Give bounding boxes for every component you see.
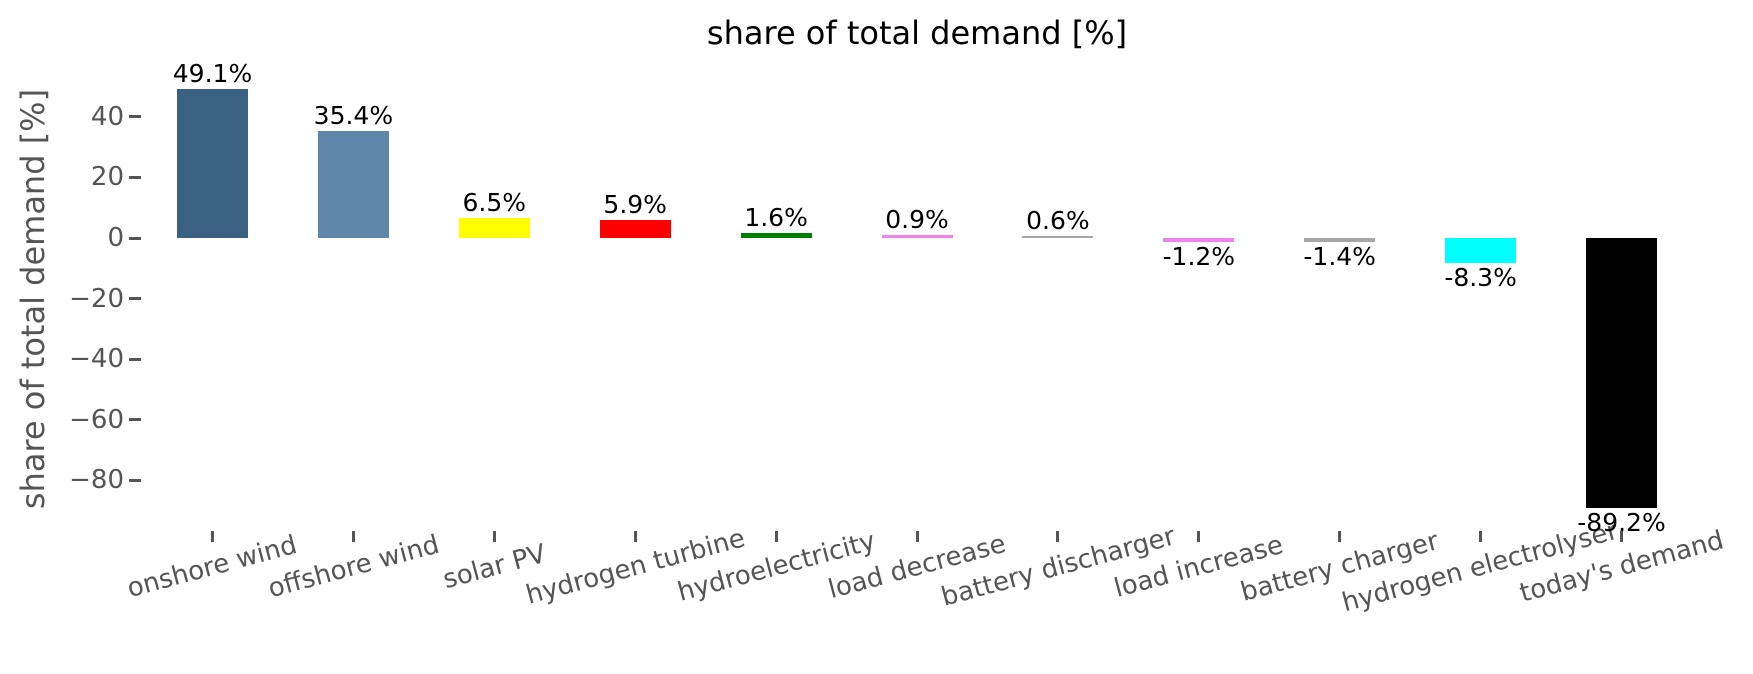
y-tick-mark: [129, 115, 141, 119]
bar-offshore-wind: [317, 130, 389, 238]
x-tick-mark: [915, 531, 919, 542]
bar-battery-discharger: [1022, 236, 1094, 238]
y-tick-label: −80: [69, 465, 124, 496]
x-tick-mark: [1479, 531, 1483, 542]
x-tick-mark: [211, 531, 214, 542]
chart-title: share of total demand [%]: [706, 14, 1128, 52]
bar-value-label-offshore-wind: 35.4%: [313, 100, 394, 130]
bar-onshore-wind: [177, 89, 248, 238]
y-tick-label: 40: [90, 101, 124, 132]
bar-today-s-demand: [1586, 238, 1657, 509]
y-tick-mark: [129, 418, 141, 422]
y-tick-label: −40: [69, 344, 124, 375]
bar-value-label-onshore-wind: 49.1%: [172, 59, 253, 89]
bar-battery-charger: [1304, 238, 1376, 243]
x-tick-mark: [1620, 531, 1623, 542]
y-tick-label: −60: [69, 404, 124, 435]
y-tick-label: 20: [90, 162, 124, 193]
bar-value-label-hydrogen-electrolyser: -8.3%: [1444, 263, 1517, 293]
bar-hydrogen-electrolyser: [1445, 238, 1517, 264]
y-tick-mark: [129, 357, 141, 361]
y-tick-mark: [129, 236, 141, 240]
x-tick-mark: [633, 531, 637, 542]
bar-value-label-solar-pv: 6.5%: [462, 188, 527, 218]
y-tick-label: 0: [107, 223, 124, 253]
x-tick-mark: [774, 531, 778, 542]
bar-value-label-battery-charger: -1.4%: [1303, 242, 1376, 272]
bar-hydroelectricity: [740, 233, 812, 238]
bar-value-label-load-decrease: 0.9%: [885, 205, 949, 235]
bar-value-label-hydroelectricity: 1.6%: [744, 203, 808, 233]
y-tick-mark: [129, 175, 141, 179]
x-tick-mark: [1056, 531, 1060, 542]
bar-load-increase: [1163, 238, 1235, 242]
x-tick-mark: [1338, 531, 1342, 542]
bar-value-label-load-increase: -1.2%: [1162, 241, 1236, 271]
x-tick-mark: [1197, 531, 1201, 542]
x-tick-mark: [351, 531, 355, 542]
y-tick-mark: [129, 297, 141, 301]
y-tick-mark: [129, 478, 141, 482]
bar-value-label-hydrogen-turbine: 5.9%: [603, 190, 667, 220]
y-tick-label: −20: [69, 283, 124, 314]
bar-load-decrease: [881, 235, 953, 238]
bar-value-label-battery-discharger: 0.6%: [1026, 206, 1090, 236]
bar-hydrogen-turbine: [599, 220, 671, 238]
x-tick-mark: [492, 531, 496, 542]
bar-solar-pv: [458, 218, 530, 238]
